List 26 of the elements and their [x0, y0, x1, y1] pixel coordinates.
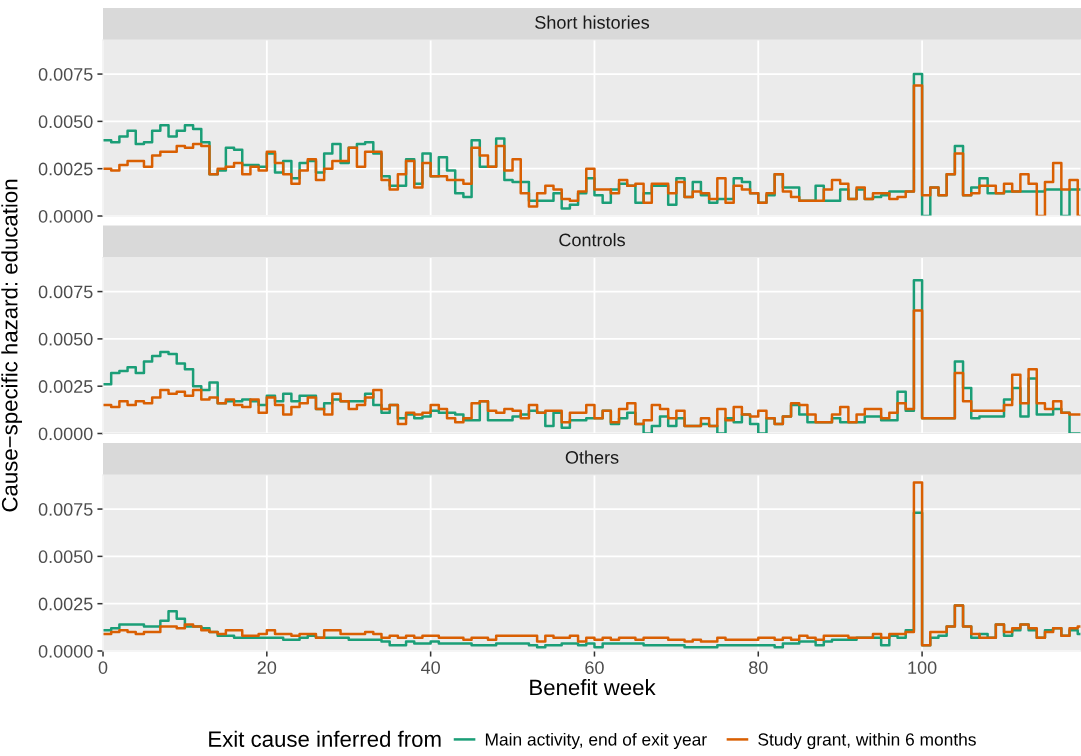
x-tick-label: 40: [421, 661, 440, 674]
x-tick-label: 20: [257, 661, 277, 674]
y-tick-label: 0.0000: [38, 644, 93, 658]
y-tick-label: 0.0075: [38, 68, 93, 81]
legend-label: Study grant, within 6 months: [758, 732, 976, 750]
y-axis-title: Cause−specific hazard: education: [1, 179, 22, 512]
chart-title: Others: [565, 450, 619, 464]
y-tick-label: 0.0050: [38, 115, 93, 129]
x-tick-label: 100: [908, 661, 937, 674]
y-tick-label: 0.0025: [38, 380, 93, 393]
x-axis-title: Benefit week: [530, 679, 656, 696]
x-tick-label: 80: [749, 661, 768, 674]
chart-title: Short histories: [535, 15, 650, 29]
y-tick-label: 0.0025: [38, 597, 93, 611]
y-tick-label: 0.0000: [38, 209, 93, 223]
y-tick-label: 0.0050: [38, 550, 93, 564]
chart-title: Controls: [559, 233, 625, 247]
x-tick-label: 0: [98, 661, 108, 674]
legend-label: Main activity, end of exit year: [485, 732, 707, 750]
x-tick-label: 60: [585, 661, 604, 674]
y-tick-label: 0.0025: [38, 162, 93, 176]
y-tick-label: 0.0075: [38, 285, 93, 299]
y-tick-label: 0.0000: [38, 427, 93, 441]
legend-title: Exit cause inferred from: [209, 730, 441, 747]
y-tick-label: 0.0075: [38, 503, 93, 516]
y-tick-label: 0.0050: [38, 332, 93, 346]
